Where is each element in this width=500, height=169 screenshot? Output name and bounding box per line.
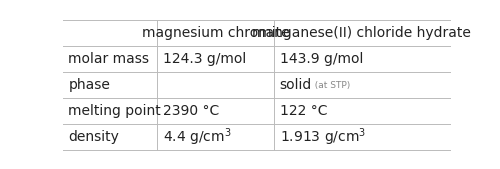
Text: 124.3 g/mol: 124.3 g/mol [163, 52, 246, 66]
Text: (at STP): (at STP) [308, 81, 350, 90]
Text: 2390 °C: 2390 °C [163, 104, 220, 118]
Text: density: density [68, 130, 119, 144]
Text: 122 °C: 122 °C [280, 104, 327, 118]
Text: melting point: melting point [68, 104, 161, 118]
Text: manganese(II) chloride hydrate: manganese(II) chloride hydrate [252, 26, 472, 40]
Text: molar mass: molar mass [68, 52, 150, 66]
Text: phase: phase [68, 78, 110, 92]
Text: 4.4 g/cm$^3$: 4.4 g/cm$^3$ [163, 127, 232, 148]
Text: 143.9 g/mol: 143.9 g/mol [280, 52, 363, 66]
Text: magnesium chromite: magnesium chromite [142, 26, 290, 40]
Text: solid: solid [280, 78, 312, 92]
Text: 1.913 g/cm$^3$: 1.913 g/cm$^3$ [280, 127, 366, 148]
